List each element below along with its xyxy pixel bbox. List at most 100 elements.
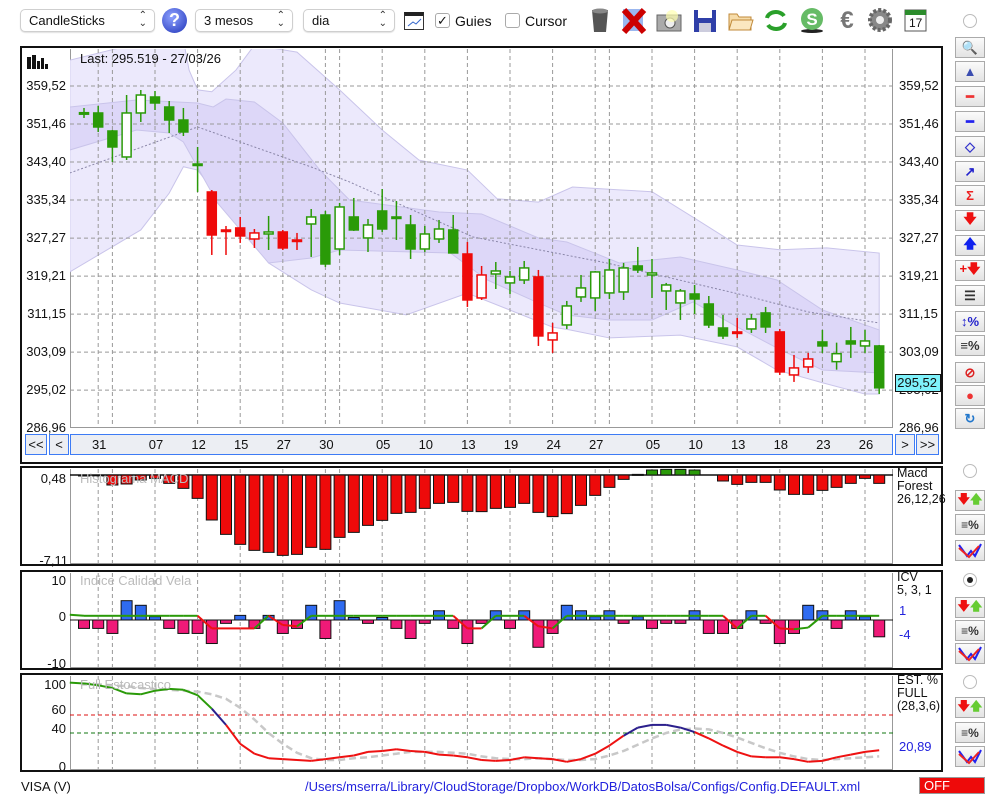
period-select[interactable]: 3 mesos ⌃ ⌄ xyxy=(195,9,293,32)
nav-last-button[interactable]: >> xyxy=(916,434,939,455)
candle xyxy=(802,352,814,373)
guies-checkbox[interactable]: ✓ xyxy=(435,13,450,28)
add-signal-button[interactable]: +🡇 xyxy=(955,260,985,281)
stochastic-lines-percent-button[interactable]: ≡% xyxy=(955,722,985,743)
config-path-link[interactable]: /Users/mserra/Library/CloudStorage/Dropb… xyxy=(305,779,861,794)
camera-icon[interactable] xyxy=(655,6,683,34)
candle-body xyxy=(107,130,118,148)
cursor-checkbox[interactable] xyxy=(505,13,520,28)
stochastic-k-segment xyxy=(808,759,823,763)
arrows-icon: 🡇 🡅 xyxy=(957,599,983,613)
macd-bar xyxy=(802,474,815,495)
oscillator-icon xyxy=(957,646,983,662)
icv-oscillator-button[interactable] xyxy=(955,643,985,664)
euro-icon[interactable]: € xyxy=(833,6,861,34)
macd-bar xyxy=(759,474,772,483)
signal-segment xyxy=(722,615,738,630)
candle xyxy=(107,130,118,162)
candle xyxy=(206,189,218,255)
calendar-icon[interactable]: 17 xyxy=(902,6,930,34)
delete-icon[interactable] xyxy=(620,6,648,35)
chart-type-select[interactable]: CandleSticks ⌃ ⌄ xyxy=(20,9,155,32)
nav-prev-button[interactable]: < xyxy=(49,434,69,455)
nav-first-button[interactable]: << xyxy=(25,434,47,455)
record-button[interactable]: ● xyxy=(955,385,985,406)
stochastic-chart xyxy=(69,676,893,770)
gear-icon[interactable] xyxy=(866,6,894,34)
candle-body xyxy=(774,331,786,373)
trash-icon[interactable] xyxy=(586,6,614,34)
lines-percent-button[interactable]: ≡% xyxy=(955,335,985,356)
oscillator-icon xyxy=(957,749,983,765)
macd-bar xyxy=(106,474,119,486)
stochastic-plot-area[interactable] xyxy=(70,676,893,770)
macd-panel-radio[interactable] xyxy=(963,464,977,478)
date-tick-label: 19 xyxy=(503,437,519,452)
candle-body xyxy=(575,287,587,298)
blue-line-button[interactable]: ━ xyxy=(955,111,985,132)
signal-segment xyxy=(253,615,270,630)
calendar-day: 17 xyxy=(909,16,923,30)
nav-next-button[interactable]: > xyxy=(895,434,915,455)
date-tick-label: 18 xyxy=(773,437,789,452)
macd-bar xyxy=(120,474,133,485)
red-line-button[interactable]: ━ xyxy=(955,86,985,107)
icv-bar xyxy=(504,619,516,629)
icv-signals-button[interactable]: 🡇 🡅 xyxy=(955,597,985,618)
candle-body xyxy=(504,276,516,284)
levels-button[interactable]: ☰ xyxy=(955,285,985,306)
stochastic-k-segment xyxy=(552,758,567,763)
chart-window-icon[interactable] xyxy=(404,12,424,30)
macd-bar xyxy=(773,474,786,491)
candle xyxy=(220,225,232,255)
icv-bar xyxy=(788,619,800,634)
price-axis-label-right: 335,34 xyxy=(899,192,939,208)
sell-signal-button[interactable]: 🡇 xyxy=(955,210,985,231)
macd-lines-percent-button[interactable]: ≡% xyxy=(955,514,985,535)
sync-button[interactable]: ↻ xyxy=(955,408,985,429)
candle xyxy=(547,322,558,353)
buy-signal-button[interactable]: 🡅 xyxy=(955,235,985,256)
stochastic-panel-radio[interactable] xyxy=(963,675,977,689)
candlestick-chart[interactable] xyxy=(70,49,893,428)
stochastic-legend: EST. % FULL (28,3,6) xyxy=(897,674,940,713)
icv-title: Indice Calidad Vela xyxy=(80,573,192,588)
candle-body xyxy=(561,305,573,326)
zoom-button[interactable]: 🔍 xyxy=(955,37,985,58)
refresh-icon[interactable] xyxy=(762,6,790,34)
interval-select[interactable]: dia ⌃ ⌄ xyxy=(303,9,395,32)
macd-oscillator-button[interactable] xyxy=(955,540,985,561)
overview-button[interactable]: ▲ xyxy=(955,61,985,82)
legend-line: EST. % xyxy=(897,673,938,687)
channel-button[interactable]: ◇ xyxy=(955,136,985,157)
price-axis-label-left: 311,15 xyxy=(27,306,66,322)
stochastic-oscillator-button[interactable] xyxy=(955,746,985,767)
macd-plot-area[interactable] xyxy=(70,469,893,564)
dollar-icon[interactable]: S xyxy=(798,6,826,34)
range-percent-button[interactable]: ↕% xyxy=(955,311,985,332)
folder-open-icon[interactable] xyxy=(727,6,755,34)
date-scrollbar[interactable]: 31 07 12 15 27 30 05 10 13 19 24 27 05 10 13 18 23 26 xyxy=(70,434,893,455)
date-tick-label: 31 xyxy=(91,437,107,452)
clear-button[interactable]: ⊘ xyxy=(955,362,985,383)
candle xyxy=(646,258,658,298)
save-icon[interactable] xyxy=(691,6,719,34)
macd-signals-button[interactable]: 🡇 🡅 xyxy=(955,490,985,511)
icv-lines-percent-button[interactable]: ≡% xyxy=(955,620,985,641)
sigma-button[interactable]: Σ xyxy=(955,185,985,206)
stochastic-k-segment xyxy=(367,750,383,753)
main-panel-radio[interactable] xyxy=(963,14,977,28)
candle-body xyxy=(859,340,871,347)
date-tick-label: 05 xyxy=(375,437,391,452)
live-toggle-button[interactable]: OFF xyxy=(919,777,985,794)
stochastic-k-segment xyxy=(453,754,468,759)
candle-body xyxy=(291,239,303,243)
levels-icon: ☰ xyxy=(964,287,976,303)
candle xyxy=(163,100,175,133)
candle xyxy=(788,354,800,382)
icv-panel-radio[interactable] xyxy=(963,573,977,587)
fibonacci-button[interactable]: ↗ xyxy=(955,161,985,182)
stochastic-signals-button[interactable]: 🡇 🡅 xyxy=(955,697,985,718)
candle xyxy=(178,107,189,136)
help-icon[interactable]: ? xyxy=(162,8,187,33)
